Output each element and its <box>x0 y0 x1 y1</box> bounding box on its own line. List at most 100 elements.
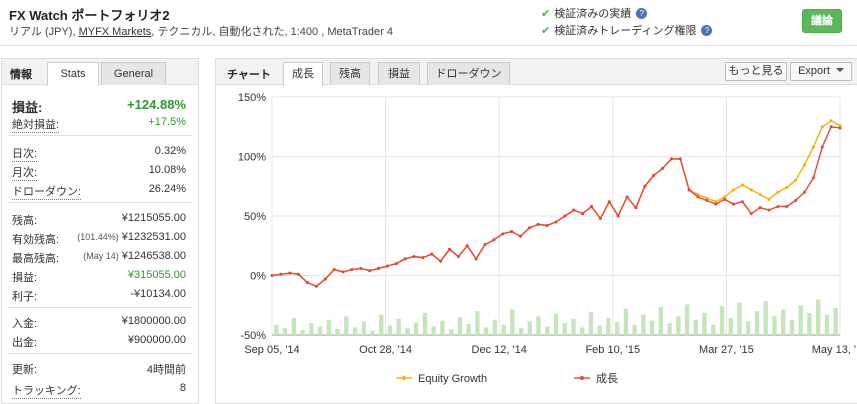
data-point <box>829 125 833 129</box>
data-point <box>359 266 363 270</box>
volume-bar <box>309 323 314 335</box>
data-point <box>314 284 318 288</box>
tab-general[interactable]: General <box>101 62 166 85</box>
updated-value: 4時間前 <box>146 364 186 376</box>
data-point <box>749 212 753 216</box>
data-point <box>820 145 824 149</box>
export-button[interactable]: Export <box>790 62 852 81</box>
volume-bar <box>448 329 454 335</box>
tab-profit[interactable]: 損益 <box>378 62 420 85</box>
account-details: , テクニカル, 自動化された, 1:400 , MetaTrader 4 <box>151 26 393 38</box>
data-point <box>456 254 460 258</box>
drawdown-value: 26.24% <box>148 183 186 195</box>
stat-gain: 損益: +124.88% <box>12 97 186 115</box>
data-point <box>758 193 762 197</box>
volume-bar <box>632 324 637 335</box>
data-point <box>740 200 744 204</box>
data-point <box>652 174 656 178</box>
data-point <box>785 204 789 208</box>
highest-value: ¥1246538.00 <box>121 250 186 262</box>
data-point <box>749 188 753 192</box>
daily-label[interactable]: 日次: <box>12 145 38 162</box>
volume-bar <box>545 326 550 335</box>
tab-stats[interactable]: Stats <box>47 62 99 86</box>
data-point <box>794 178 798 182</box>
tab-drawdown[interactable]: ドローダウン <box>427 62 510 85</box>
profit-value: ¥315055.00 <box>127 269 186 281</box>
volume-bar <box>291 318 297 335</box>
data-point <box>421 256 425 260</box>
abs-gain-label[interactable]: 絶対損益: <box>12 116 60 133</box>
volume-bar <box>781 309 786 335</box>
monthly-value: 10.08% <box>148 164 186 176</box>
volume-bar <box>772 316 777 335</box>
verified-trading-privileges: ✔ 検証済みトレーディング権限? <box>541 22 713 38</box>
discuss-button[interactable]: 議論 <box>802 9 842 33</box>
help-icon[interactable]: ? <box>701 25 713 36</box>
data-point <box>803 190 806 194</box>
volume-bar <box>684 304 690 335</box>
data-point <box>723 197 727 201</box>
stat-deposits: 入金: ¥1800000.00 <box>12 315 186 331</box>
data-point <box>714 202 718 206</box>
more-button[interactable]: もっと見る <box>725 62 787 81</box>
highest-date: (May 14) <box>83 251 119 261</box>
tracking-label[interactable]: トラッキング: <box>12 382 81 399</box>
volume-bar <box>501 324 506 335</box>
stat-profit: 損益: ¥315055.00 <box>12 269 186 285</box>
data-point <box>758 206 762 210</box>
data-point <box>607 200 611 204</box>
data-point <box>341 270 345 274</box>
legend-label: 成長 <box>596 372 618 385</box>
data-point <box>527 226 531 230</box>
volume-bar <box>361 321 366 335</box>
drawdown-label[interactable]: ドローダウン: <box>12 183 82 200</box>
withdrawals-label: 出金: <box>12 337 38 349</box>
data-point <box>350 268 354 272</box>
balance-label: 残高: <box>12 215 38 227</box>
data-point <box>732 188 735 192</box>
equity-value: ¥1232531.00 <box>121 231 186 243</box>
monthly-label[interactable]: 月次: <box>12 164 38 181</box>
data-point <box>661 166 664 170</box>
broker-link[interactable]: MYFX Markets <box>78 26 152 38</box>
volume-bar <box>728 318 733 335</box>
highest-label: 最高残高: <box>12 253 60 265</box>
data-point <box>430 252 434 256</box>
data-point <box>616 214 620 218</box>
volume-bar <box>518 328 524 335</box>
data-point <box>536 222 540 226</box>
help-icon[interactable]: ? <box>636 8 648 19</box>
volume-bar <box>807 312 812 335</box>
volume-bar <box>466 323 471 335</box>
data-point <box>634 206 638 210</box>
volume-bar <box>606 318 611 335</box>
data-point <box>279 272 283 276</box>
volume-bar <box>414 322 419 335</box>
data-point <box>776 190 780 194</box>
data-point <box>811 145 815 149</box>
volume-bar <box>370 330 375 335</box>
stat-withdrawals: 出金: ¥900000.00 <box>12 334 186 350</box>
volume-bars <box>274 299 838 335</box>
check-icon: ✔ <box>541 25 551 37</box>
y-tick-label: -50% <box>240 330 266 342</box>
data-point <box>572 208 576 212</box>
tab-growth[interactable]: 成長 <box>283 62 323 86</box>
info-panel-header: 情報 Stats General <box>2 59 198 86</box>
tab-balance[interactable]: 残高 <box>330 62 370 85</box>
data-point <box>767 208 771 212</box>
volume-bar <box>492 319 498 335</box>
data-point <box>270 274 274 277</box>
x-axis-labels: Sep 05, '14 Oct 28, '14 Dec 12, '14 Feb 10,… <box>244 344 856 356</box>
volume-bar <box>300 329 305 335</box>
volume-bar <box>335 329 340 335</box>
stat-daily: 日次: 0.32% <box>12 145 186 162</box>
volume-bar <box>580 327 585 335</box>
verified-trading-label: 検証済みトレーディング権限 <box>554 25 697 37</box>
volume-bar <box>282 328 288 335</box>
data-point <box>368 269 372 273</box>
volume-bar <box>326 319 331 335</box>
data-point <box>696 195 700 199</box>
data-point <box>803 163 806 167</box>
